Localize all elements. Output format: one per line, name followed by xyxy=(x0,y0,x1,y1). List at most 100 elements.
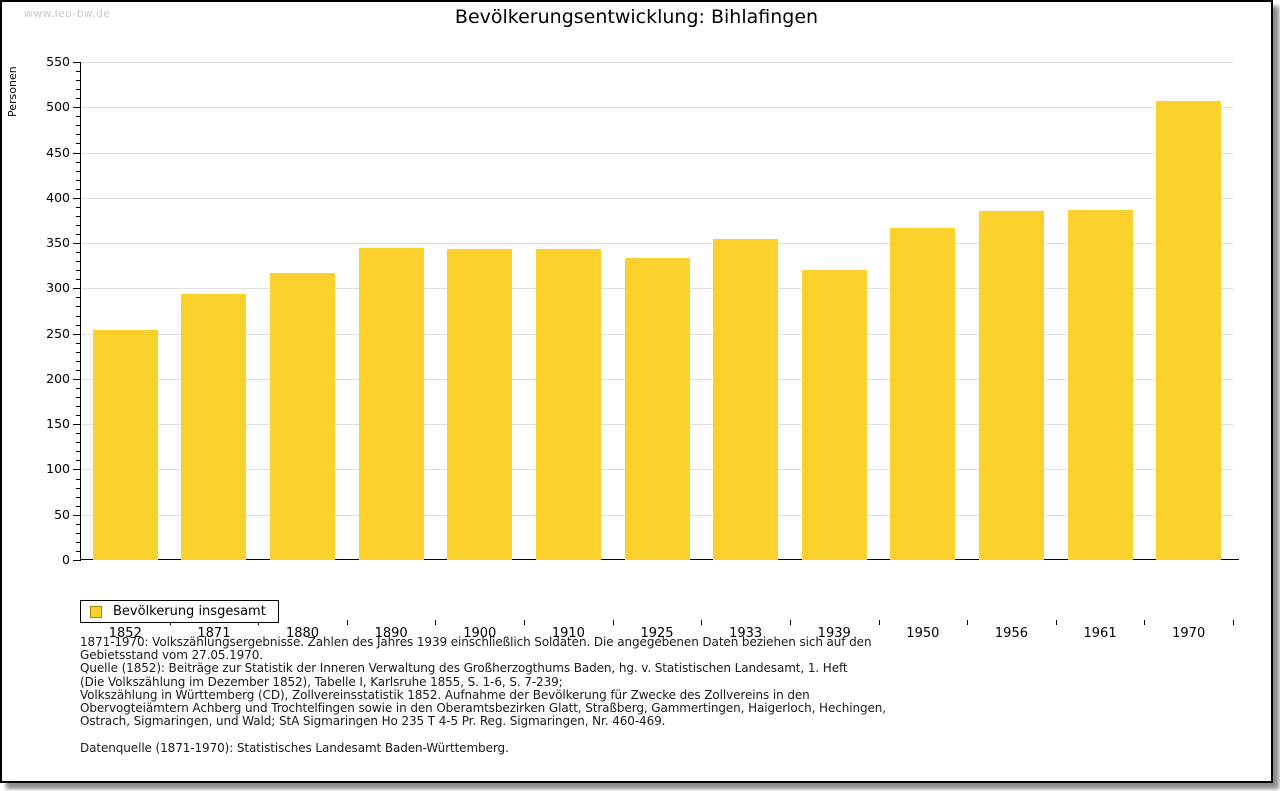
y-gridline xyxy=(81,152,1233,154)
site-watermark: www.leo-bw.de xyxy=(24,7,111,20)
y-axis-tick xyxy=(73,378,81,380)
y-axis-minor-tick xyxy=(76,98,81,100)
plot-area: 0 50 100 150 200 250 300 350 400 450 500 550 1852 187… xyxy=(46,54,1239,641)
bar-1956 xyxy=(978,211,1044,560)
x-axis-label: 1933 xyxy=(729,626,763,641)
y-axis-tick-label: 0 xyxy=(62,552,70,567)
footnote-block: 1871-1970: Volkszählungsergebnisse. Zahl… xyxy=(80,635,887,755)
y-axis-tick xyxy=(73,560,81,561)
y-axis-tick-label: 350 xyxy=(46,235,70,251)
y-axis-tick xyxy=(73,62,81,63)
y-axis-tick-label: 400 xyxy=(46,189,70,205)
y-axis-minor-tick xyxy=(76,550,81,552)
x-axis-tick xyxy=(612,620,614,625)
y-axis-minor-tick xyxy=(76,532,81,534)
x-axis-tick xyxy=(1144,620,1146,625)
y-axis-minor-tick xyxy=(76,188,81,190)
x-axis-label: 1880 xyxy=(285,626,320,641)
y-axis-minor-tick xyxy=(76,397,81,399)
y-axis-minor-tick xyxy=(76,460,81,462)
x-axis-label: 1950 xyxy=(906,626,940,641)
y-axis-tick xyxy=(73,469,81,471)
y-axis-minor-tick xyxy=(76,505,81,507)
x-axis-label: 1961 xyxy=(1083,626,1117,641)
y-axis-minor-tick xyxy=(76,523,81,525)
y-axis-minor-tick xyxy=(76,442,81,444)
y-axis-minor-tick xyxy=(76,369,81,371)
y-axis-minor-tick xyxy=(76,170,81,172)
y-axis-minor-tick xyxy=(76,89,81,91)
bar-1871 xyxy=(181,293,247,560)
bar-1933 xyxy=(713,239,779,560)
legend-label: Bevölkerung insgesamt xyxy=(113,604,266,619)
y-axis-minor-tick xyxy=(76,541,81,543)
footnote-line: (Die Volkszählung im Dezember 1852), Tab… xyxy=(80,674,563,689)
footnote-line: Quelle (1852): Beiträge zur Statistik de… xyxy=(80,661,848,676)
y-gridline xyxy=(81,107,1233,109)
footnote-line: Obervogteiämtern Achberg und Trochtelfin… xyxy=(80,701,887,716)
bar-1880 xyxy=(270,272,336,560)
bar-1950 xyxy=(890,227,956,560)
x-axis-label: 1956 xyxy=(994,626,1028,641)
y-axis-tick-label: 150 xyxy=(46,416,70,432)
y-axis-minor-tick xyxy=(76,306,81,308)
y-axis-tick-label: 50 xyxy=(54,506,70,522)
y-axis-tick xyxy=(73,333,81,335)
y-axis-minor-tick xyxy=(76,161,81,163)
y-axis-minor-tick xyxy=(76,297,81,299)
bar-1970 xyxy=(1156,100,1222,560)
x-axis-tick xyxy=(435,620,437,625)
y-axis-minor-tick xyxy=(76,134,81,136)
y-axis-tick xyxy=(73,514,81,516)
y-axis-tick xyxy=(73,107,81,109)
y-axis-minor-tick xyxy=(76,261,81,263)
y-axis-tick-label: 250 xyxy=(46,325,70,341)
x-axis-tick xyxy=(789,620,791,625)
y-axis-minor-tick xyxy=(76,433,81,435)
x-axis-tick xyxy=(1233,620,1234,625)
y-axis-minor-tick xyxy=(76,252,81,254)
y-axis-minor-tick xyxy=(76,451,81,453)
y-gridline xyxy=(81,243,1233,245)
x-axis-label: 1939 xyxy=(817,626,851,641)
x-axis-label: 1910 xyxy=(551,626,585,641)
y-axis-minor-tick xyxy=(76,206,81,208)
x-axis-label: 1852 xyxy=(108,626,142,641)
x-axis-tick xyxy=(346,620,348,625)
bar-1925 xyxy=(624,257,690,560)
y-axis-minor-tick xyxy=(76,116,81,118)
x-axis-tick xyxy=(878,620,880,625)
footnote-line: Gebietsstand vom 27.05.1970. xyxy=(80,648,263,663)
y-axis-minor-tick xyxy=(76,315,81,317)
bar-1890 xyxy=(358,247,424,560)
y-axis-tick xyxy=(73,197,81,199)
bar-1900 xyxy=(447,248,513,560)
y-axis-minor-tick xyxy=(76,360,81,362)
y-gridline xyxy=(81,197,1233,199)
y-axis-minor-tick xyxy=(76,478,81,480)
y-axis-minor-tick xyxy=(76,387,81,389)
y-axis-minor-tick xyxy=(76,234,81,236)
y-axis-minor-tick xyxy=(76,224,81,226)
y-axis-tick-label: 300 xyxy=(46,280,70,296)
x-axis-tick xyxy=(967,620,969,625)
y-axis-minor-tick xyxy=(76,324,81,326)
bar-1961 xyxy=(1067,209,1133,560)
bar-1852 xyxy=(92,330,158,560)
legend-box: Bevölkerung insgesamt xyxy=(80,600,279,623)
footnote-line: Datenquelle (1871-1970): Statistisches L… xyxy=(80,740,509,755)
y-axis-tick-label: 550 xyxy=(46,54,70,69)
y-axis-minor-tick xyxy=(76,351,81,353)
x-axis-label: 1900 xyxy=(463,626,497,641)
legend-swatch-icon xyxy=(90,605,102,618)
footnote-blank-line xyxy=(80,728,886,741)
y-axis-minor-tick xyxy=(76,179,81,181)
y-axis-tick-label: 100 xyxy=(46,461,70,477)
y-axis-minor-tick xyxy=(76,487,81,489)
chart-title: Bevölkerungsentwicklung: Bihlafingen xyxy=(454,6,819,28)
y-axis-minor-tick xyxy=(76,406,81,408)
y-axis-minor-tick xyxy=(76,80,81,82)
y-axis-minor-tick xyxy=(76,496,81,498)
x-axis-label: 1871 xyxy=(197,626,231,641)
